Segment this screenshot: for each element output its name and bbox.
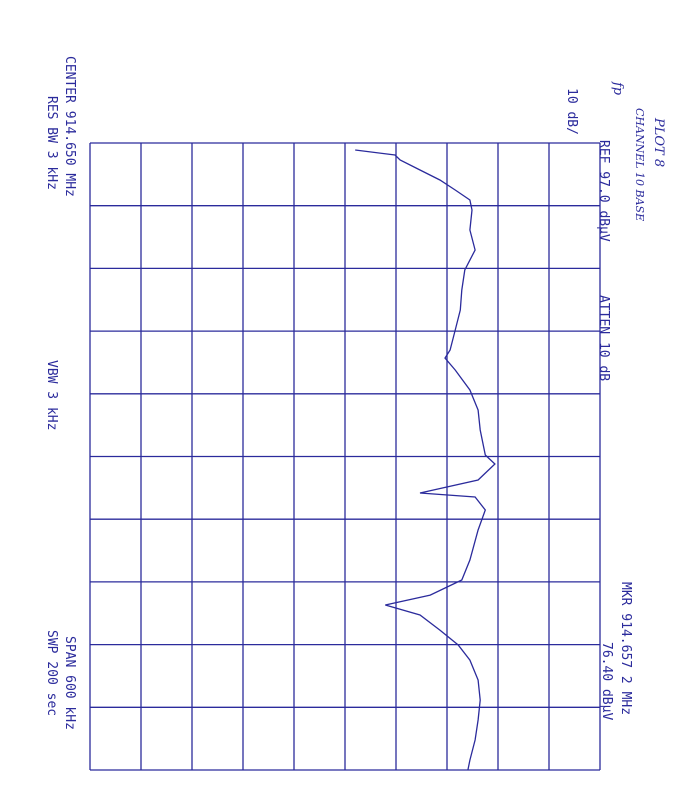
trace: [355, 149, 496, 771]
scale: 10 dB/: [564, 88, 579, 135]
handwritten-note: fp: [610, 81, 625, 96]
attenuation: ATTEN 10 dB: [596, 295, 611, 381]
center-frequency: CENTER 914.650 MHz: [62, 56, 77, 197]
span: SPAN 600 kHz: [62, 636, 77, 730]
resolution-bandwidth: RES BW 3 kHz: [44, 96, 59, 190]
plot-subtitle: CHANNEL 10 BASE: [633, 108, 646, 221]
video-bandwidth: VBW 3 kHz: [44, 360, 59, 430]
reference-level: REF 97.0 dBµV: [596, 140, 611, 242]
marker-frequency: MKR 914.657 2 MHz: [618, 582, 633, 715]
plot-title: PLOT 8: [651, 117, 666, 167]
sweep-time: SWP 200 sec: [44, 630, 59, 716]
marker-level: 76.40 dBµV: [599, 642, 614, 720]
